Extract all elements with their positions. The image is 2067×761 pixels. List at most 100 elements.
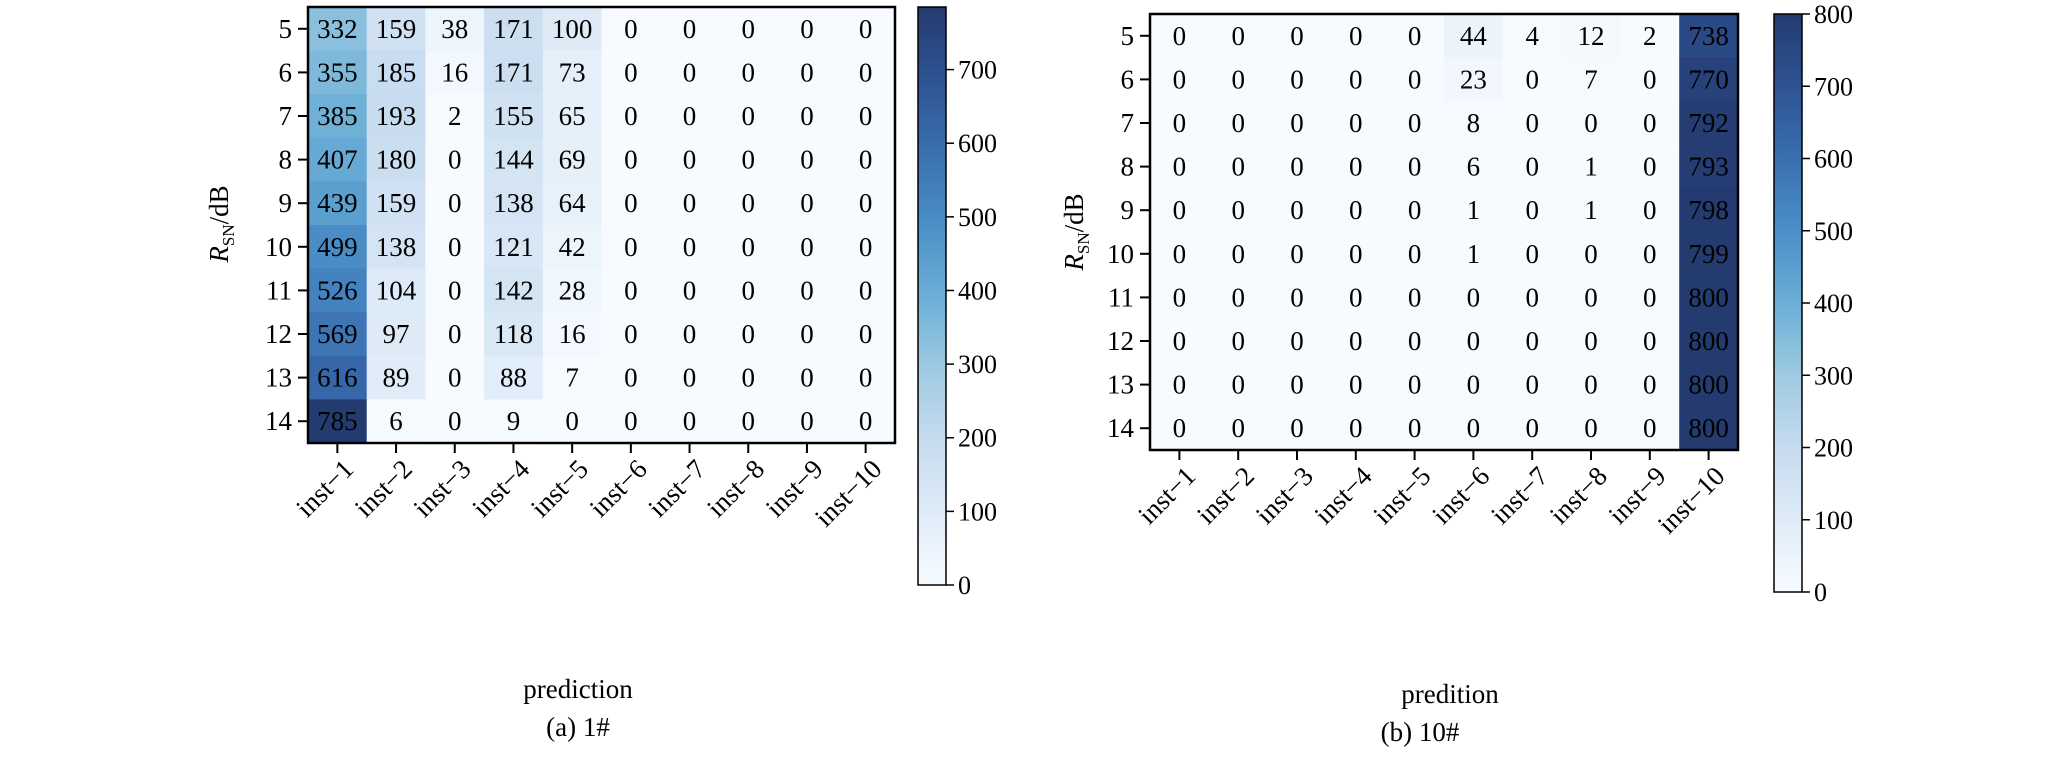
colorbar-tick-label: 400 [958, 276, 997, 305]
heatmap-cell [542, 355, 603, 400]
cell-value-label: 0 [448, 319, 462, 349]
cell-value-label: 0 [1408, 108, 1422, 138]
heatmap-cell [1150, 57, 1210, 102]
heatmap-cell [1150, 14, 1210, 59]
cell-value-label: 800 [1688, 282, 1729, 312]
x-tick-label: inst−8 [701, 454, 770, 523]
cell-value-label: 0 [800, 57, 814, 87]
cell-value-label: 0 [1525, 282, 1539, 312]
x-tick-label: inst−1 [290, 454, 359, 523]
heatmap-cell [308, 225, 368, 270]
heatmap-cell [1267, 362, 1327, 407]
cell-value-label: 0 [1349, 239, 1363, 269]
cell-value-label: 0 [859, 57, 873, 87]
heatmap-cell [1561, 362, 1621, 407]
cell-value-label: 0 [1231, 413, 1245, 443]
colorbar-tick-label: 700 [1814, 72, 1853, 101]
heatmap-cell [660, 399, 720, 444]
cell-value-label: 16 [441, 57, 468, 87]
heatmap-cell [1679, 406, 1739, 451]
cell-value-label: 0 [1349, 152, 1363, 182]
cell-value-label: 0 [1408, 282, 1422, 312]
heatmap-cell [601, 7, 661, 52]
heatmap-cell [1620, 57, 1680, 102]
cell-value-label: 38 [441, 14, 468, 44]
y-tick-label: 11 [1108, 282, 1134, 312]
cell-value-label: 0 [448, 406, 462, 436]
cell-value-label: 0 [1290, 21, 1304, 51]
cell-value-label: 799 [1688, 239, 1729, 269]
cell-value-label: 0 [1231, 64, 1245, 94]
cell-value-label: 785 [317, 406, 358, 436]
cell-value-label: 0 [1231, 239, 1245, 269]
cell-value-label: 0 [800, 363, 814, 393]
cell-value-label: 8 [1467, 108, 1481, 138]
heatmap-cell [836, 355, 896, 400]
cell-value-label: 0 [1643, 326, 1657, 356]
x-tick-label: inst−5 [525, 454, 594, 523]
heatmap-cell [425, 268, 485, 313]
heatmap-cell [1326, 362, 1386, 407]
heatmap-cell [1502, 232, 1563, 277]
heatmap-cell [542, 181, 603, 226]
cell-value-label: 104 [376, 275, 417, 305]
cell-value-label: 6 [389, 406, 403, 436]
cell-value-label: 180 [376, 145, 417, 175]
cell-value-label: 23 [1460, 64, 1487, 94]
cell-value-label: 0 [683, 188, 697, 218]
heatmap-cell [1679, 57, 1739, 102]
cell-value-label: 0 [1408, 326, 1422, 356]
cell-value-label: 0 [624, 319, 638, 349]
cell-value-label: 355 [317, 57, 358, 87]
heatmap-cell [660, 355, 720, 400]
heatmap-cell [484, 137, 544, 182]
y-tick-label: 10 [265, 232, 292, 262]
cell-value-label: 0 [1584, 413, 1598, 443]
heatmap-cell [718, 312, 779, 357]
heatmap-cell [1208, 319, 1269, 364]
y-tick-label: 13 [265, 363, 292, 393]
heatmap-cell [425, 137, 485, 182]
heatmap-cell [1326, 14, 1386, 59]
heatmap-cell [1561, 275, 1621, 320]
cell-value-label: 0 [1290, 370, 1304, 400]
cell-value-label: 0 [624, 14, 638, 44]
heatmap-cell [836, 94, 896, 139]
cell-value-label: 800 [1688, 413, 1729, 443]
heatmap-cell [1385, 144, 1445, 189]
cell-value-label: 89 [383, 363, 410, 393]
heatmap-cell [1444, 188, 1504, 233]
cell-value-label: 118 [494, 319, 534, 349]
heatmap-cell [718, 399, 779, 444]
cell-value-label: 0 [742, 145, 756, 175]
cell-value-label: 0 [1525, 413, 1539, 443]
panel-caption: (b) 10# [1381, 717, 1460, 747]
cell-value-label: 0 [1349, 195, 1363, 225]
heatmap-cell [1620, 406, 1680, 451]
cell-value-label: 0 [448, 363, 462, 393]
cell-value-label: 0 [1349, 326, 1363, 356]
cell-value-label: 0 [1173, 195, 1187, 225]
heatmap-cell [1561, 14, 1621, 59]
colorbar-tick-label: 200 [1814, 434, 1853, 463]
heatmap-cell [1561, 232, 1621, 277]
cell-value-label: 0 [1173, 282, 1187, 312]
y-tick-label: 12 [265, 319, 292, 349]
heatmap-cell [718, 225, 779, 270]
cell-value-label: 0 [1231, 21, 1245, 51]
heatmap-cell [425, 312, 485, 357]
cell-value-label: 0 [1408, 413, 1422, 443]
heatmap-cell [366, 7, 426, 52]
heatmap-cell [308, 355, 368, 400]
x-tick-label: inst−3 [1250, 461, 1319, 530]
cell-value-label: 0 [683, 363, 697, 393]
y-tick-label: 7 [279, 101, 293, 131]
heatmap-cell [1150, 101, 1210, 146]
heatmap-cell [542, 399, 603, 444]
heatmap-cell [1444, 57, 1504, 102]
colorbar-tick-label: 600 [1814, 145, 1853, 174]
heatmap-cell [425, 50, 485, 95]
y-tick-label: 8 [1121, 152, 1135, 182]
heatmap-cell [1561, 57, 1621, 102]
heatmap-cell [1150, 275, 1210, 320]
